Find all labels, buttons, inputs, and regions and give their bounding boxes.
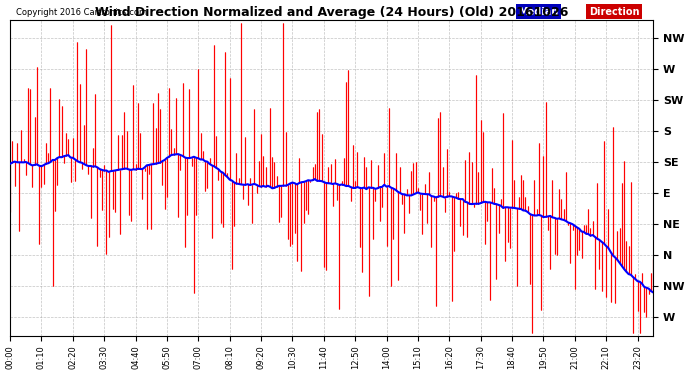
Text: Median: Median xyxy=(518,7,558,17)
Text: Direction: Direction xyxy=(589,7,640,17)
Title: Wind Direction Normalized and Average (24 Hours) (Old) 20161026: Wind Direction Normalized and Average (2… xyxy=(95,6,569,18)
Text: Copyright 2016 Cartronics.com: Copyright 2016 Cartronics.com xyxy=(17,8,148,16)
